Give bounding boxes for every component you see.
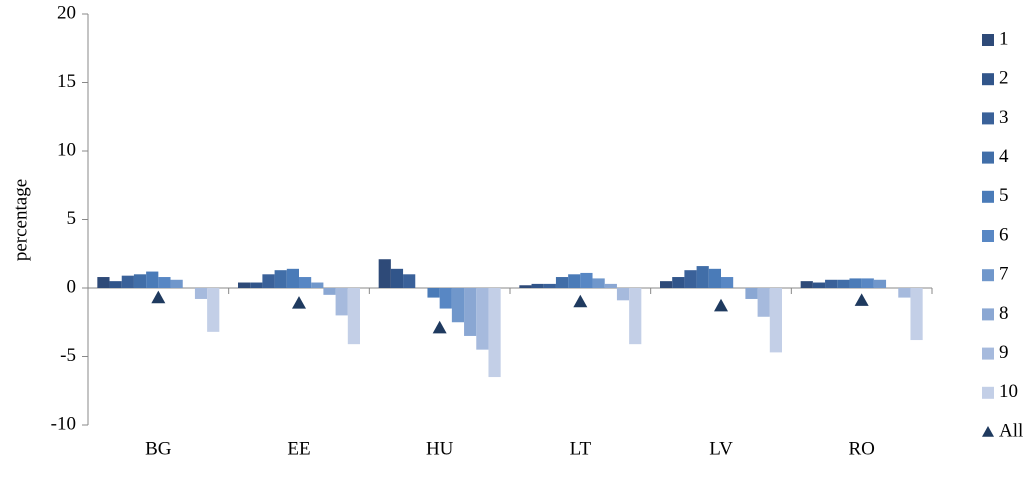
bar	[158, 277, 171, 288]
bar	[335, 288, 348, 316]
y-tick-label: -5	[60, 345, 76, 366]
bar	[629, 288, 642, 345]
marker	[432, 320, 447, 334]
bar	[837, 279, 850, 288]
bar	[849, 278, 862, 288]
bar	[378, 259, 391, 288]
legend-swatch	[982, 386, 994, 399]
bar	[519, 285, 532, 288]
y-tick-label: 10	[57, 139, 76, 160]
bar	[708, 268, 721, 288]
x-tick-label: HU	[426, 438, 454, 459]
legend-label: 10	[999, 381, 1018, 402]
marker	[151, 290, 166, 304]
bar	[604, 283, 617, 288]
x-tick-label: RO	[848, 438, 874, 459]
marker	[292, 296, 306, 309]
legend-label: 1	[999, 28, 1009, 49]
bar	[592, 278, 605, 288]
bar	[146, 271, 159, 288]
bar	[323, 288, 336, 295]
legend-swatch	[982, 73, 994, 86]
legend-label: All	[999, 420, 1023, 441]
bar	[672, 277, 685, 288]
bar	[439, 288, 452, 309]
bar	[286, 268, 299, 288]
legend-swatch	[982, 34, 994, 46]
bar	[568, 274, 581, 288]
bar	[800, 281, 813, 288]
bar	[825, 279, 838, 288]
bar	[207, 288, 220, 332]
bar	[464, 288, 477, 336]
bar	[873, 279, 887, 288]
bar	[531, 283, 544, 288]
bar	[684, 270, 697, 288]
x-tick-label: LT	[570, 438, 592, 459]
bar	[311, 282, 324, 288]
y-axis-label: percentage	[10, 179, 31, 261]
legend-label: 4	[999, 146, 1009, 167]
bar	[488, 288, 501, 378]
legend-label: 3	[999, 107, 1009, 128]
bar	[97, 277, 110, 288]
y-tick-label: 20	[57, 2, 76, 23]
legend-swatch	[982, 269, 994, 282]
bar	[812, 282, 826, 288]
y-tick-label: 5	[67, 208, 77, 229]
bar	[403, 274, 416, 288]
bar	[262, 274, 275, 288]
legend-swatch	[982, 112, 994, 125]
legend-swatch	[982, 308, 994, 321]
bar	[133, 274, 147, 288]
legend-label: 6	[999, 224, 1009, 245]
bar	[170, 279, 183, 288]
bar	[109, 281, 122, 288]
bar	[451, 288, 465, 323]
bar	[476, 288, 489, 350]
bar	[757, 288, 770, 317]
bar	[898, 288, 911, 298]
bar	[390, 268, 404, 288]
marker	[854, 293, 869, 306]
legend-label: 7	[999, 264, 1009, 285]
bar	[194, 288, 208, 299]
bar	[555, 277, 569, 288]
legend-marker	[982, 426, 994, 437]
legend-swatch	[982, 347, 994, 360]
y-tick-label: 15	[57, 71, 76, 92]
bar	[745, 288, 758, 299]
bar	[543, 283, 556, 288]
bar	[616, 288, 630, 301]
bar	[274, 270, 287, 288]
y-tick-label: -10	[51, 413, 76, 434]
x-tick-label: BG	[145, 438, 172, 459]
bar	[238, 282, 251, 288]
y-tick-label: 0	[67, 276, 77, 297]
x-tick-label: LV	[709, 438, 733, 459]
legend-swatch	[982, 190, 994, 203]
bar	[580, 272, 593, 288]
bar	[721, 277, 734, 288]
bar	[121, 275, 134, 288]
bar	[861, 278, 874, 288]
bar	[660, 281, 673, 288]
legend-label: 8	[999, 303, 1009, 324]
legend-swatch	[982, 230, 994, 242]
bar	[769, 288, 782, 353]
bar	[250, 282, 263, 288]
marker	[714, 298, 728, 312]
legend-label: 2	[999, 68, 1009, 89]
legend-label: 5	[999, 185, 1009, 206]
x-tick-label: EE	[287, 438, 310, 459]
bar	[427, 288, 440, 298]
bar	[347, 288, 360, 345]
legend-label: 9	[999, 342, 1009, 363]
legend-swatch	[982, 151, 994, 164]
bar	[299, 277, 312, 288]
bar	[910, 288, 923, 341]
marker	[573, 294, 588, 308]
bar	[696, 266, 709, 288]
